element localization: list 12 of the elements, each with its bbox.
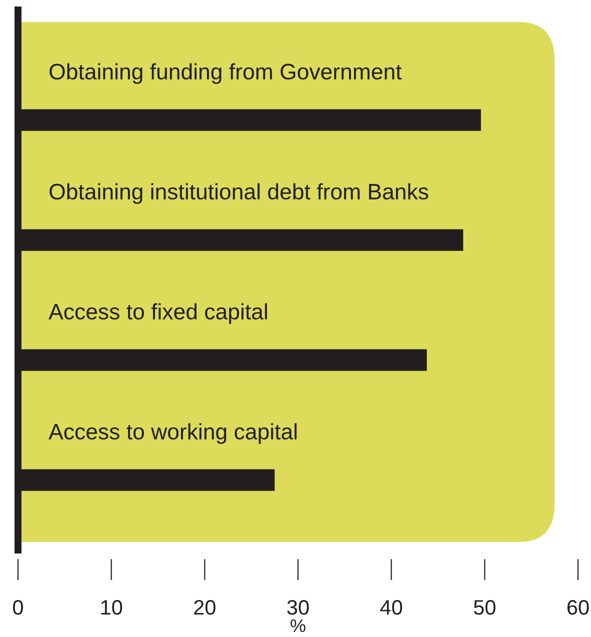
x-tick-label: 20 (194, 600, 216, 615)
x-tick-label: 0 (13, 600, 23, 615)
x-tick-label: 40 (380, 600, 402, 615)
x-tick-label: 50 (474, 600, 496, 615)
y-tick-label: Access to fixed capital (48, 303, 267, 324)
y-tick-label: Obtaining institutional debt from Banks (50, 183, 428, 204)
y-tick-label: Access to working capital (48, 423, 297, 444)
x-tick-label: 60 (567, 600, 589, 615)
x-tick-label: 30 (287, 600, 309, 615)
y-tick-label: Obtaining funding from Government (50, 63, 402, 84)
x-tick-label: 10 (101, 600, 122, 615)
x-axis-title: % (290, 619, 306, 632)
